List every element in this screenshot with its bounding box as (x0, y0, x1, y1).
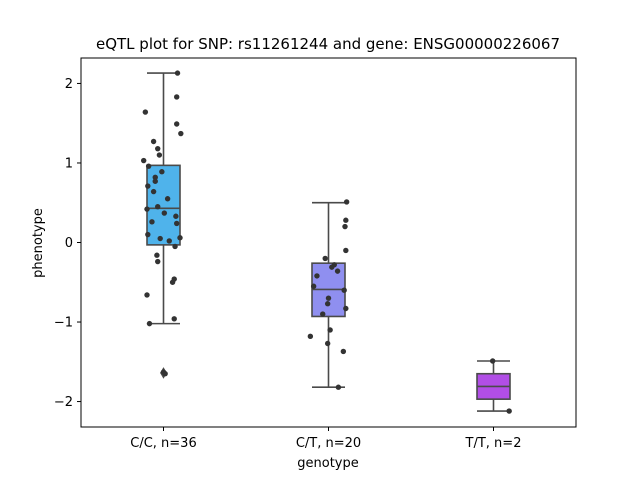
data-point (327, 327, 333, 333)
data-point (162, 371, 168, 377)
data-point (166, 238, 172, 244)
data-point (145, 231, 151, 238)
data-point (172, 243, 178, 250)
box (146, 164, 181, 246)
data-point (171, 316, 177, 322)
data-point (342, 223, 348, 230)
data-point (157, 235, 163, 242)
data-point (310, 283, 317, 289)
data-point (324, 301, 331, 307)
data-point (178, 130, 184, 137)
data-point (307, 333, 314, 340)
data-point (343, 199, 350, 205)
data-point (329, 264, 335, 270)
data-point (154, 252, 160, 258)
data-point (174, 220, 180, 227)
data-point (174, 70, 181, 76)
strip-points (489, 358, 512, 414)
data-point (343, 217, 349, 223)
y-tick-label: −2 (54, 395, 73, 410)
plot-area (141, 70, 512, 414)
box-group (311, 201, 346, 389)
data-point (334, 268, 341, 274)
data-point (174, 94, 180, 100)
data-point (324, 340, 331, 347)
data-point (152, 174, 158, 180)
chart-title: eQTL plot for SNP: rs11261244 and gene: … (96, 35, 560, 53)
data-point (150, 188, 157, 195)
data-point (155, 145, 161, 152)
data-point (142, 109, 149, 115)
data-point (489, 358, 496, 364)
data-point (343, 305, 349, 312)
data-point (144, 206, 150, 212)
data-point (320, 311, 326, 317)
data-point (343, 247, 349, 254)
data-point (325, 295, 332, 301)
strip-points (307, 199, 350, 390)
strip-points (141, 70, 184, 377)
data-point (174, 121, 180, 127)
axes: 2 1 0 −1 −2 C/C, n=36 C/T, n=20 T/T, n=2 (54, 57, 577, 451)
x-tick-label: T/T, n=2 (465, 436, 522, 451)
data-point (144, 292, 150, 298)
data-point (161, 210, 168, 216)
data-point (177, 235, 183, 241)
data-point (164, 196, 171, 202)
y-axis-label: phenotype (31, 208, 46, 278)
data-point (156, 152, 163, 158)
data-point (341, 287, 347, 293)
box-group (476, 360, 511, 412)
y-tick-label: 1 (65, 156, 73, 171)
data-point (340, 348, 347, 355)
y-tick-label: 2 (65, 77, 73, 92)
data-point (335, 384, 342, 390)
data-point (155, 258, 161, 265)
data-point (146, 320, 153, 327)
data-point (149, 219, 155, 225)
x-tick-label: C/C, n=36 (130, 436, 196, 451)
data-point (145, 163, 152, 169)
data-point (322, 255, 328, 262)
data-point (141, 157, 147, 164)
x-axis-label: genotype (297, 456, 358, 471)
data-point (173, 213, 179, 219)
data-point (145, 183, 151, 189)
data-point (150, 138, 157, 145)
data-point (159, 169, 165, 175)
data-point (314, 273, 320, 279)
data-point (169, 279, 176, 285)
data-point (152, 178, 158, 184)
y-tick-label: −1 (54, 316, 73, 331)
data-point (155, 204, 161, 210)
data-point (506, 408, 512, 414)
x-tick-label: C/T, n=20 (296, 436, 361, 451)
y-tick-label: 0 (65, 236, 73, 251)
